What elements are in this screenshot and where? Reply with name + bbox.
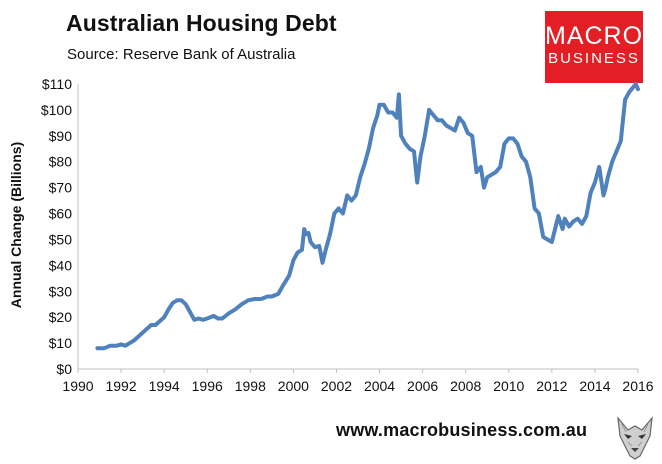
y-axis-ticks: $0 $10 $20 $30 $40 $50 $60 $70 $80 $90 $100 $110 [41,76,72,377]
x-tick-label: 1998 [235,378,266,394]
y-tick-label: $20 [49,309,73,325]
plot-area: $0 $10 $20 $30 $40 $50 $60 $70 $80 $90 $100 $110 19… [41,76,654,394]
y-tick-label: $100 [41,102,72,118]
macrobusiness-logo[interactable]: MACRO BUSINESS [545,11,643,83]
wolf-icon [612,412,658,462]
y-tick-label: $50 [49,231,73,247]
x-tick-label: 1994 [149,378,180,394]
x-tick-label: 1992 [105,378,136,394]
y-axis-label: Annual Change (Billions) [8,142,24,308]
logo-line1: MACRO [545,22,644,50]
x-tick-label: 2006 [407,378,438,394]
x-tick-label: 1990 [62,378,93,394]
x-tick-label: 2014 [579,378,610,394]
x-tick-label: 2004 [364,378,395,394]
x-tick-label: 2000 [278,378,309,394]
chart-title: Australian Housing Debt [66,10,337,36]
y-tick-label: $70 [49,180,73,196]
logo-line2: BUSINESS [548,50,640,67]
chart-source: Source: Reserve Bank of Australia [67,46,296,63]
series-line-housing-debt [95,82,640,351]
y-tick-label: $110 [42,76,72,92]
x-tick-label: 2016 [622,378,653,394]
x-tick-label: 2002 [321,378,352,394]
y-tick-label: $40 [49,257,73,273]
x-tick-label: 2012 [536,378,567,394]
y-tick-label: $10 [49,335,73,351]
y-tick-label: $60 [49,206,73,222]
y-tick-label: $90 [49,128,73,144]
x-tick-label: 2008 [450,378,481,394]
y-tick-label: $80 [49,154,73,170]
x-axis-ticks: 1990 1992 1994 1996 1998 2000 2002 2004 2006 2008… [62,369,654,394]
y-tick-label: $0 [56,361,72,377]
footer-url[interactable]: www.macrobusiness.com.au [336,420,588,440]
x-tick-label: 2010 [493,378,524,394]
x-tick-label: 1996 [192,378,223,394]
y-tick-label: $30 [49,283,73,299]
